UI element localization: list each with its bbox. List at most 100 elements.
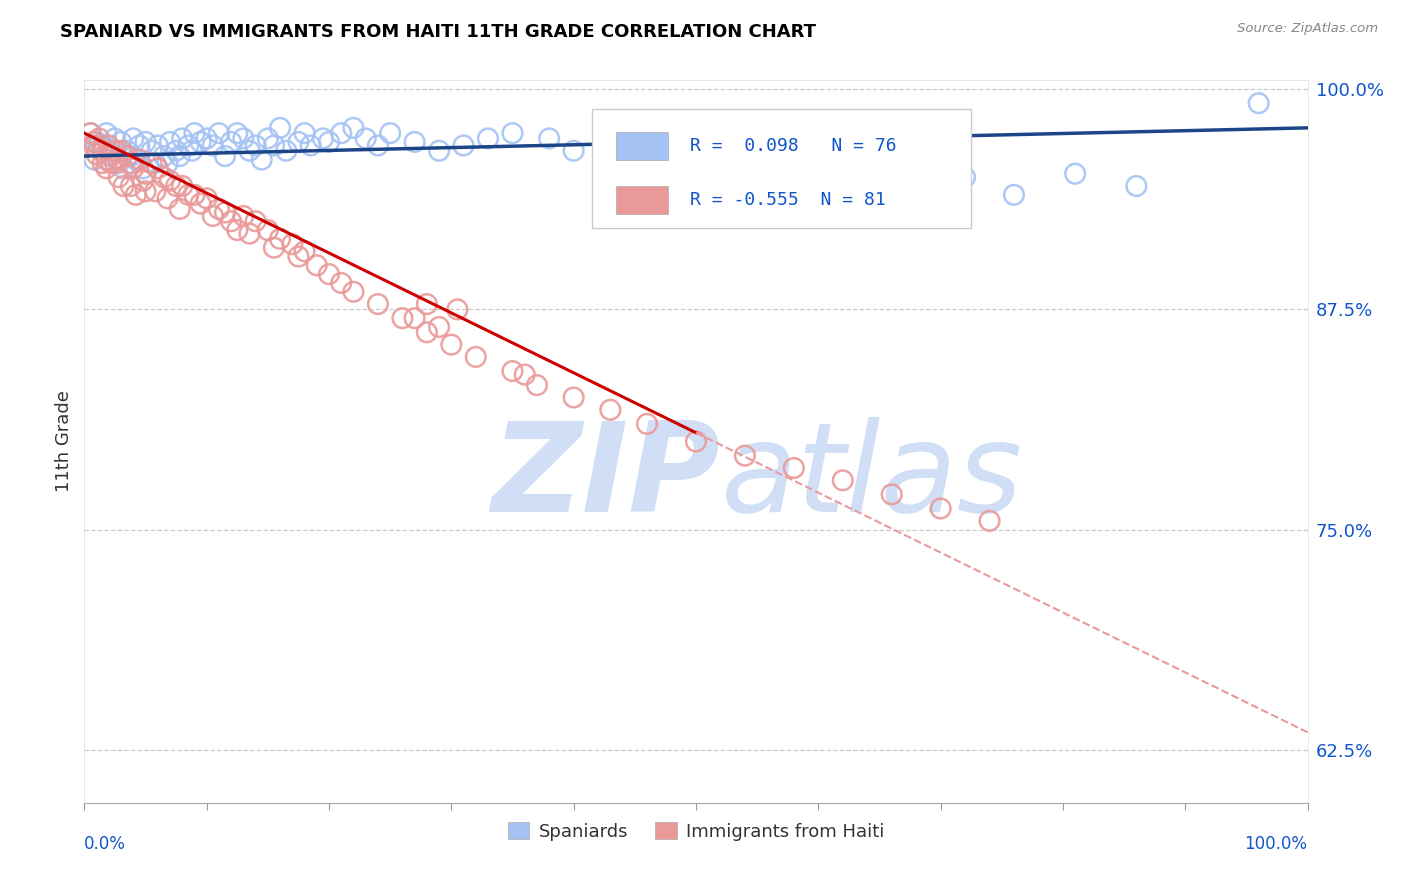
Text: 100.0%: 100.0%: [1244, 835, 1308, 854]
Point: [464, 350, 486, 364]
Point: [128, 153, 150, 167]
Point: [122, 131, 145, 145]
Point: [91, 138, 114, 153]
Point: [538, 131, 561, 145]
Point: [86, 147, 108, 161]
Point: [440, 337, 463, 351]
Point: [141, 156, 163, 170]
Point: [299, 138, 322, 153]
Point: [169, 202, 191, 216]
Point: [526, 378, 548, 392]
Point: [342, 285, 364, 299]
Point: [226, 126, 249, 140]
Point: [96, 161, 118, 176]
Point: [416, 297, 439, 311]
Point: [427, 320, 450, 334]
Point: [195, 131, 218, 145]
Point: [238, 144, 260, 158]
Point: [294, 244, 316, 259]
Text: atlas: atlas: [720, 417, 1022, 538]
Point: [110, 144, 132, 158]
Point: [257, 223, 280, 237]
Point: [219, 135, 242, 149]
Point: [156, 191, 179, 205]
Text: Source: ZipAtlas.com: Source: ZipAtlas.com: [1237, 22, 1378, 36]
Point: [953, 170, 976, 185]
Point: [502, 364, 524, 378]
Point: [734, 449, 756, 463]
Point: [1247, 96, 1270, 111]
Point: [177, 187, 200, 202]
Point: [391, 311, 413, 326]
Point: [1125, 179, 1147, 194]
Point: [758, 179, 780, 194]
Point: [257, 131, 280, 145]
Point: [880, 487, 903, 501]
Point: [177, 138, 200, 153]
Point: [250, 153, 273, 167]
Point: [294, 126, 316, 140]
Point: [238, 227, 260, 241]
Text: R =  0.098   N = 76: R = 0.098 N = 76: [690, 137, 897, 155]
Point: [96, 126, 118, 140]
Point: [183, 187, 205, 202]
Point: [1064, 167, 1087, 181]
Point: [91, 144, 114, 158]
Point: [83, 138, 105, 153]
Point: [318, 267, 340, 281]
Point: [342, 120, 364, 135]
Point: [245, 138, 267, 153]
Point: [120, 156, 142, 170]
Point: [159, 174, 181, 188]
Text: 0.0%: 0.0%: [84, 835, 127, 854]
Point: [269, 232, 291, 246]
Point: [404, 311, 426, 326]
Point: [125, 153, 148, 167]
Point: [135, 184, 157, 198]
Point: [122, 161, 145, 176]
Point: [979, 514, 1001, 528]
Point: [100, 156, 122, 170]
Point: [416, 326, 439, 340]
Point: [110, 135, 132, 149]
Point: [153, 170, 176, 185]
Point: [219, 214, 242, 228]
Point: [599, 402, 621, 417]
Point: [125, 187, 148, 202]
Point: [112, 161, 135, 176]
Point: [856, 170, 879, 185]
Point: [404, 135, 426, 149]
Point: [354, 131, 377, 145]
Point: [636, 417, 658, 431]
Point: [305, 258, 328, 272]
Point: [107, 156, 129, 170]
Point: [287, 250, 309, 264]
Point: [367, 297, 389, 311]
Text: SPANIARD VS IMMIGRANTS FROM HAITI 11TH GRADE CORRELATION CHART: SPANIARD VS IMMIGRANTS FROM HAITI 11TH G…: [60, 22, 815, 40]
Point: [807, 187, 830, 202]
Point: [87, 131, 110, 145]
Point: [232, 131, 254, 145]
Point: [190, 135, 212, 149]
Point: [263, 241, 285, 255]
Point: [128, 138, 150, 153]
Y-axis label: 11th Grade: 11th Grade: [55, 391, 73, 492]
Point: [232, 209, 254, 223]
Point: [141, 144, 163, 158]
Point: [263, 138, 285, 153]
Point: [91, 156, 114, 170]
Point: [120, 179, 142, 194]
Point: [276, 144, 298, 158]
Point: [86, 135, 108, 149]
FancyBboxPatch shape: [616, 186, 668, 214]
Point: [195, 191, 218, 205]
Point: [446, 302, 468, 317]
Point: [672, 161, 695, 176]
Point: [156, 156, 179, 170]
Point: [269, 120, 291, 135]
Point: [636, 153, 658, 167]
Point: [146, 161, 169, 176]
Point: [172, 131, 194, 145]
Point: [905, 179, 928, 194]
Point: [107, 153, 129, 167]
